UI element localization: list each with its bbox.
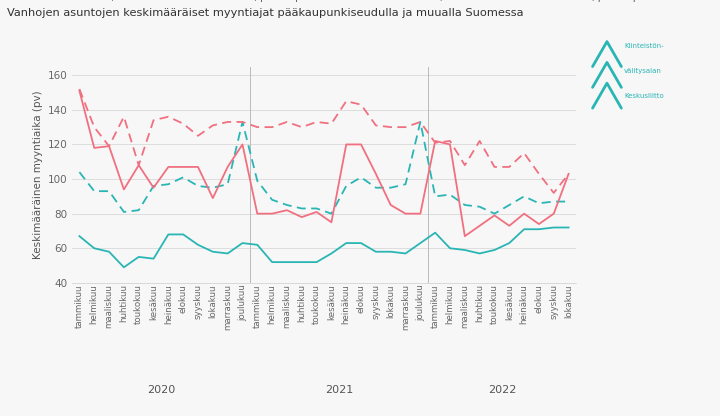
Text: välitysalan: välitysalan <box>624 68 662 74</box>
Text: 2022: 2022 <box>487 385 516 395</box>
Text: Vanhojen asuntojen keskimääräiset myyntiajat pääkaupunkiseudulla ja muualla Suom: Vanhojen asuntojen keskimääräiset myynti… <box>7 8 523 18</box>
Y-axis label: Keskimääräinen myyntiaika (pv): Keskimääräinen myyntiaika (pv) <box>32 90 42 259</box>
Text: Kiinteistön-: Kiinteistön- <box>624 43 664 49</box>
Text: Keskusliitto: Keskusliitto <box>624 93 664 99</box>
Text: 2021: 2021 <box>325 385 353 395</box>
Text: 2020: 2020 <box>147 385 175 395</box>
Legend: kerrostalot, muu Suomi, kerrostalot, pääkaupunkiseutu, omakotitalot, muu Suomi, : kerrostalot, muu Suomi, kerrostalot, pää… <box>32 0 689 6</box>
